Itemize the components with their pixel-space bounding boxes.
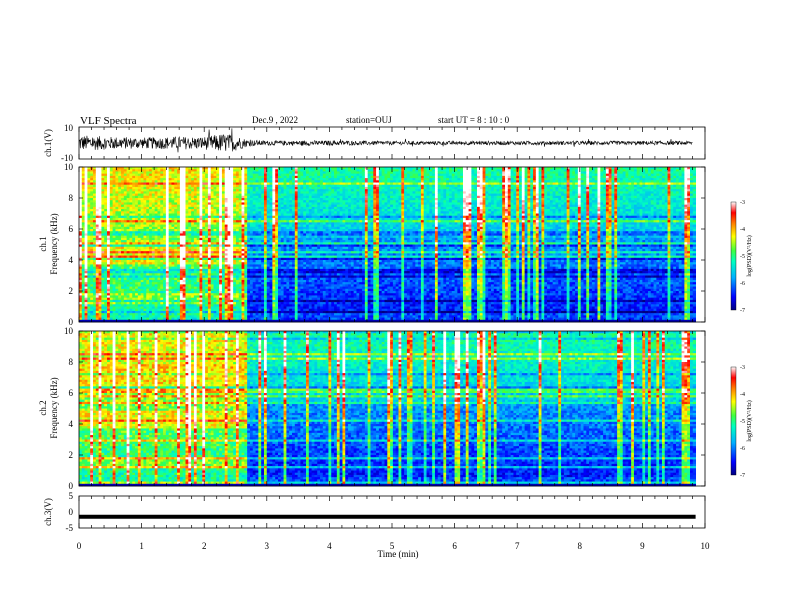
ch3-ytick-top: 5 — [69, 491, 74, 501]
ch3-ytick-middle: 0 — [69, 507, 74, 517]
ch2-cb-tick-4: -6 — [740, 446, 745, 452]
ch1-waveform-trace — [79, 128, 693, 152]
freq-tick-label: 8 — [69, 193, 74, 203]
time-tick-label: 3 — [265, 541, 270, 551]
freq-tick-label: 6 — [69, 224, 74, 234]
ch2-cb-tick-5: -7 — [740, 473, 745, 479]
station-label: station=OUJ — [346, 115, 392, 125]
ch2-colorbar-label: log(PSD)(V²/Hz) — [746, 400, 753, 441]
time-tick-label: 8 — [578, 541, 583, 551]
ch2-cb-tick-1: -3 — [740, 365, 745, 371]
ch2-spectrogram-image — [79, 331, 705, 486]
time-tick-label: 6 — [452, 541, 457, 551]
ch1-colorbar: -3 -4 -5 -6 -7 log(PSD)(V²/Hz) — [731, 200, 753, 314]
ch2-colorbar: -3 -4 -5 -6 -7 log(PSD)(V²/Hz) — [731, 365, 753, 479]
ch2-cb-tick-2: -4 — [740, 392, 745, 398]
figure-title: VLF Spectra — [80, 115, 137, 127]
time-tick-label: 1 — [139, 541, 144, 551]
ch2-colorbar-gradient — [731, 367, 736, 475]
time-tick-label: 7 — [515, 541, 520, 551]
time-tick-label: 4 — [327, 541, 332, 551]
ch1-cb-tick-1: -3 — [740, 200, 745, 206]
ch1-freq-axis-label: Frequency (kHz) — [49, 213, 59, 274]
freq-tick-label: 2 — [69, 450, 74, 460]
date-label: Dec.9 , 2022 — [252, 115, 298, 125]
ch1-ytick-top: 10 — [64, 123, 74, 133]
ch1-waveform-panel: 10 -10 ch.1(V) — [43, 123, 705, 163]
time-axis-label: Time (min) — [378, 549, 419, 559]
ch2-cb-tick-3: -5 — [740, 419, 745, 425]
ch1-cb-tick-5: -7 — [740, 308, 745, 314]
ch1-cb-tick-2: -4 — [740, 227, 745, 233]
freq-tick-label: 10 — [64, 162, 74, 172]
freq-tick-label: 8 — [69, 357, 74, 367]
freq-tick-label: 4 — [69, 255, 74, 265]
ch2-spectrogram-panel: 0 2 4 6 8 10 ch.2 Frequency (kHz) -3 -4 -5 -6… — [38, 326, 753, 491]
ch2-freq-axis-label: Frequency (kHz) — [49, 377, 59, 438]
ch1-colorbar-label: log(PSD)(V²/Hz) — [746, 235, 753, 276]
ch2-channel-label: ch.2 — [38, 400, 48, 415]
time-tick-label: 2 — [202, 541, 207, 551]
start-ut-label: start UT = 8 : 10 : 0 — [438, 115, 510, 125]
time-tick-label: 9 — [640, 541, 645, 551]
freq-tick-label: 10 — [64, 326, 74, 336]
freq-tick-label: 2 — [69, 286, 74, 296]
ch3-waveform-ylabel: ch.3(V) — [43, 498, 53, 526]
ch1-colorbar-gradient — [731, 202, 736, 310]
freq-tick-label: 0 — [69, 481, 74, 491]
ch1-channel-label: ch.1 — [38, 236, 48, 251]
ch1-waveform-ylabel: ch.1(V) — [43, 129, 53, 157]
freq-tick-label: 4 — [69, 419, 74, 429]
ch3-ytick-bottom: -5 — [66, 523, 74, 533]
ch1-cb-tick-3: -5 — [740, 254, 745, 260]
ch3-waveform-panel: 5 0 -5 ch.3(V) — [43, 491, 705, 533]
freq-tick-label: 6 — [69, 388, 74, 398]
time-tick-label: 10 — [701, 541, 711, 551]
ch1-cb-tick-4: -6 — [740, 281, 745, 287]
ch1-spectrogram-image — [79, 167, 705, 322]
time-tick-label: 0 — [77, 541, 82, 551]
